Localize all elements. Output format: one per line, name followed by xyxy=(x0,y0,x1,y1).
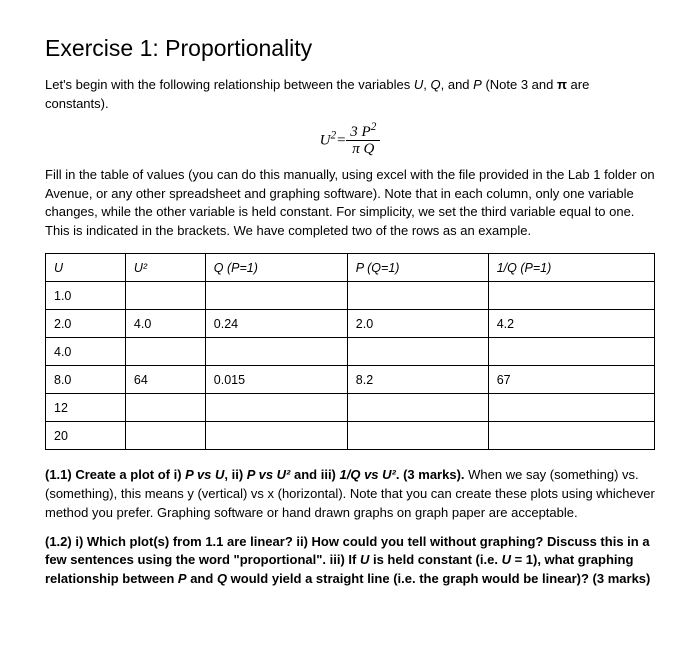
data-table: U U² Q (P=1) P (Q=1) 1/Q (P=1) 1.0 2.0 4… xyxy=(45,253,655,450)
cell xyxy=(205,282,347,310)
intro-paragraph-2: Fill in the table of values (you can do … xyxy=(45,166,655,241)
col-header-1q: 1/Q (P=1) xyxy=(488,254,654,282)
cell xyxy=(205,394,347,422)
cell xyxy=(125,422,205,450)
col-header-u2: U² xyxy=(125,254,205,282)
col-header-q: Q (P=1) xyxy=(205,254,347,282)
table-row: 4.0 xyxy=(46,338,655,366)
cell xyxy=(347,282,488,310)
cell xyxy=(488,282,654,310)
cell xyxy=(347,422,488,450)
table-row: 12 xyxy=(46,394,655,422)
cell xyxy=(205,338,347,366)
cell: 67 xyxy=(488,366,654,394)
table-row: 1.0 xyxy=(46,282,655,310)
cell xyxy=(125,394,205,422)
table-row: 20 xyxy=(46,422,655,450)
cell xyxy=(347,338,488,366)
cell xyxy=(205,422,347,450)
cell xyxy=(347,394,488,422)
cell: 8.0 xyxy=(46,366,126,394)
cell: 1.0 xyxy=(46,282,126,310)
cell: 12 xyxy=(46,394,126,422)
cell: 2.0 xyxy=(46,310,126,338)
cell: 4.2 xyxy=(488,310,654,338)
cell: 64 xyxy=(125,366,205,394)
question-1-1: (1.1) Create a plot of i) P vs U, ii) P … xyxy=(45,466,655,523)
question-1-2: (1.2) i) Which plot(s) from 1.1 are line… xyxy=(45,533,655,590)
cell: 0.24 xyxy=(205,310,347,338)
col-header-u: U xyxy=(46,254,126,282)
table-row: 8.0 64 0.015 8.2 67 xyxy=(46,366,655,394)
cell: 0.015 xyxy=(205,366,347,394)
exercise-title: Exercise 1: Proportionality xyxy=(45,35,655,62)
cell: 4.0 xyxy=(125,310,205,338)
cell: 20 xyxy=(46,422,126,450)
cell xyxy=(488,338,654,366)
cell xyxy=(125,282,205,310)
equation: U2=3 P2π Q xyxy=(45,124,655,158)
col-header-p: P (Q=1) xyxy=(347,254,488,282)
table-row: 2.0 4.0 0.24 2.0 4.2 xyxy=(46,310,655,338)
cell xyxy=(125,338,205,366)
table-header-row: U U² Q (P=1) P (Q=1) 1/Q (P=1) xyxy=(46,254,655,282)
cell xyxy=(488,422,654,450)
intro-paragraph-1: Let's begin with the following relations… xyxy=(45,76,655,114)
cell: 4.0 xyxy=(46,338,126,366)
cell xyxy=(488,394,654,422)
cell: 2.0 xyxy=(347,310,488,338)
cell: 8.2 xyxy=(347,366,488,394)
table-body: 1.0 2.0 4.0 0.24 2.0 4.2 4.0 8.0 64 0.01… xyxy=(46,282,655,450)
